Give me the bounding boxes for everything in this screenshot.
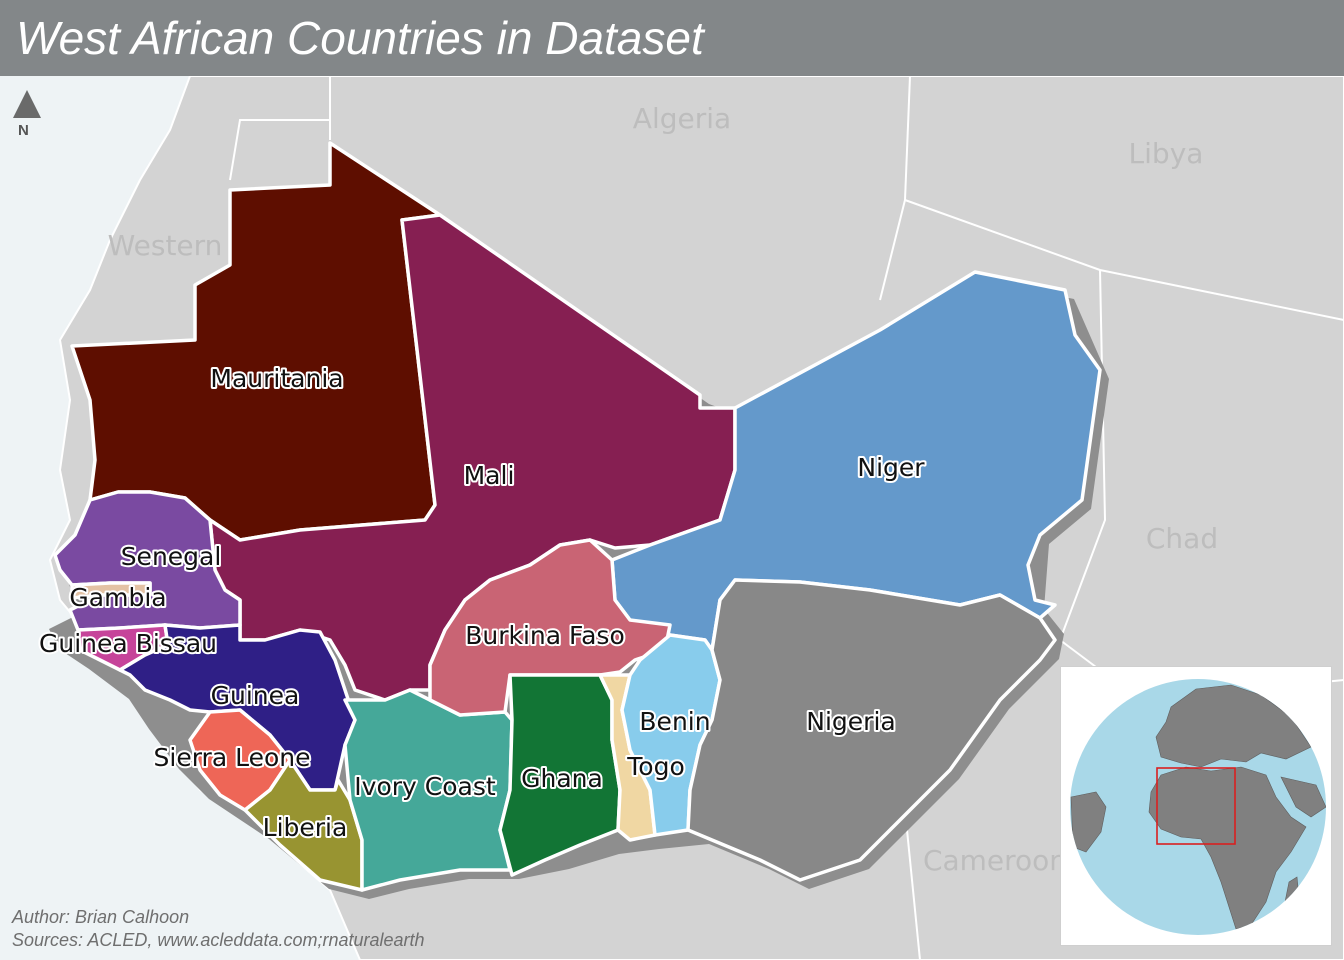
- label-mauritania: Mauritania: [210, 364, 343, 393]
- globe-land: [1070, 684, 1326, 930]
- author-credit: Author: Brian Calhoon: [12, 907, 190, 927]
- north-label: N: [18, 122, 29, 139]
- label-gambia: Gambia: [69, 583, 166, 612]
- neighbor-label-algeria: Algeria: [633, 102, 731, 135]
- neighbor-label-libya: Libya: [1129, 137, 1204, 170]
- label-mali: Mali: [464, 461, 515, 490]
- label-senegal: Senegal: [121, 542, 222, 571]
- title-bar: West African Countries in Dataset: [0, 0, 1344, 76]
- country-gambia: [70, 581, 152, 600]
- label-liberia: Liberia: [263, 813, 348, 842]
- country-nigeria: [686, 578, 1057, 882]
- label-guinea: Guinea: [211, 681, 300, 710]
- north-arrow-icon: [13, 90, 41, 118]
- label-ivory-coast: Ivory Coast: [354, 772, 496, 801]
- label-guinea-bissau: Guinea Bissau: [39, 629, 217, 658]
- neighbor-label-chad: Chad: [1146, 522, 1218, 555]
- label-niger: Niger: [857, 453, 925, 482]
- locator-inset: [1060, 666, 1332, 946]
- credits: Author: Brian Calhoon Sources: ACLED, ww…: [12, 906, 425, 952]
- map-canvas: Algeria Libya Western Chad Cameroon Maur…: [0, 76, 1344, 960]
- label-burkina-faso: Burkina Faso: [465, 621, 625, 650]
- label-ghana: Ghana: [521, 764, 603, 793]
- neighbor-label-cameroon: Cameroon: [923, 844, 1067, 877]
- sources-credit: Sources: ACLED, www.acleddata.com;rnatur…: [12, 930, 425, 950]
- locator-frame: [1156, 767, 1236, 845]
- locator-globe: [1070, 679, 1326, 935]
- label-sierra-leone: Sierra Leone: [154, 743, 311, 772]
- label-benin: Benin: [639, 707, 710, 736]
- neighbor-label-western-sahara: Western: [108, 229, 223, 262]
- label-togo: Togo: [626, 752, 684, 781]
- map-title: West African Countries in Dataset: [16, 12, 704, 64]
- label-nigeria: Nigeria: [806, 707, 895, 736]
